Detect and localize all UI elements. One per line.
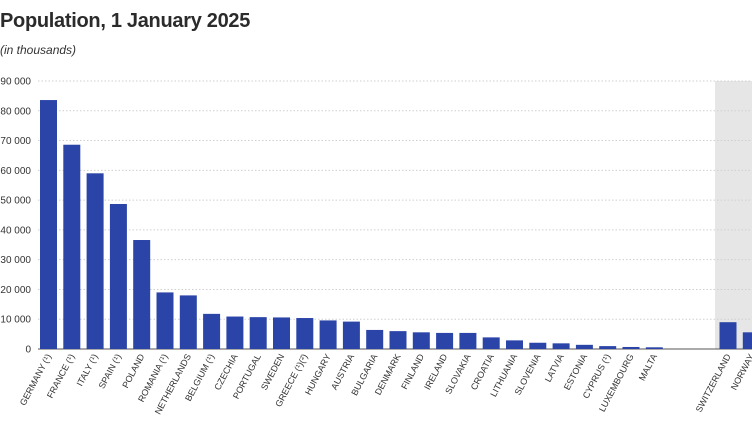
bar — [529, 342, 547, 349]
x-tick-label: NORWAY — [729, 352, 752, 391]
bar — [622, 346, 640, 349]
bar — [742, 332, 752, 349]
bar — [203, 313, 221, 349]
x-tick-label: LATVIA — [543, 352, 566, 384]
bar — [645, 347, 663, 349]
bar — [156, 292, 174, 349]
bar — [40, 100, 57, 350]
bar — [482, 337, 500, 349]
bar — [436, 332, 454, 349]
y-tick-label: 90 000 — [0, 77, 31, 88]
bar — [599, 346, 617, 349]
chart-subtitle: (in thousands) — [0, 43, 77, 57]
bar — [719, 322, 737, 349]
x-tick-label: SWITZERLAND — [694, 352, 733, 414]
bar — [109, 203, 127, 349]
y-tick-label: 40 000 — [0, 225, 31, 236]
bar — [63, 144, 81, 349]
x-tick-label: MALTA — [637, 352, 659, 382]
bar — [459, 332, 477, 349]
bar — [273, 317, 290, 349]
y-tick-label: 50 000 — [0, 196, 31, 207]
y-tick-label: 30 000 — [0, 255, 31, 266]
x-tick-label: ITALY (¹) — [75, 352, 100, 388]
y-tick-label: 80 000 — [0, 106, 31, 117]
bar — [575, 344, 593, 349]
bar — [226, 316, 244, 349]
chart-title: Population, 1 January 2025 — [0, 10, 251, 32]
bar — [412, 332, 430, 349]
bar — [319, 320, 337, 349]
bar — [366, 329, 384, 349]
x-tick-label: SPAIN (¹) — [97, 352, 124, 390]
bar — [342, 321, 360, 349]
x-tick-label: GERMANY (¹) — [18, 352, 54, 407]
y-tick-label: 20 000 — [0, 285, 31, 296]
bar — [552, 343, 570, 349]
bar — [133, 240, 151, 349]
bar — [179, 295, 197, 349]
y-tick-label: 10 000 — [0, 315, 31, 326]
bar — [86, 173, 104, 349]
bar — [296, 318, 314, 349]
bar — [249, 317, 267, 349]
x-tick-label: POLAND — [120, 352, 146, 390]
bar — [389, 331, 407, 349]
non-eu-shade — [715, 81, 752, 349]
bar — [506, 340, 523, 349]
y-tick-label: 60 000 — [0, 166, 31, 177]
y-tick-label: 0 — [25, 345, 31, 356]
y-tick-label: 70 000 — [0, 136, 31, 147]
